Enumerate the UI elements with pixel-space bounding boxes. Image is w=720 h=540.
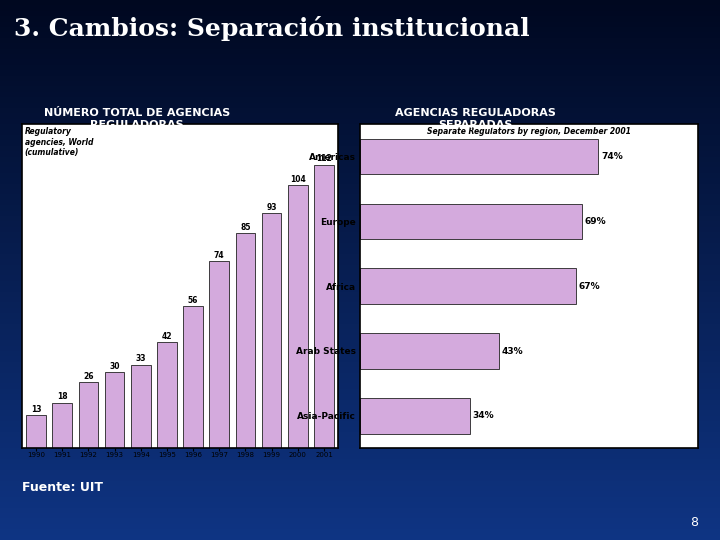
Bar [262, 213, 282, 448]
Text: 34%: 34% [472, 411, 494, 420]
Text: Fuente: UIT: Fuente: UIT [22, 481, 102, 494]
Text: 30: 30 [109, 362, 120, 371]
Text: 8: 8 [690, 516, 698, 529]
Text: 74%: 74% [601, 152, 623, 161]
Bar [26, 415, 46, 448]
Bar [314, 165, 334, 448]
Bar [104, 372, 125, 448]
Text: 42: 42 [162, 332, 172, 341]
Bar [131, 364, 150, 448]
Bar [360, 333, 498, 369]
Text: 43%: 43% [501, 347, 523, 355]
Text: 74: 74 [214, 251, 225, 260]
Bar [157, 342, 176, 448]
Bar [288, 185, 307, 448]
Text: 112: 112 [316, 154, 332, 164]
Bar [184, 306, 203, 448]
Text: 67%: 67% [578, 282, 600, 291]
Text: 69%: 69% [585, 217, 606, 226]
Bar [360, 398, 469, 434]
Text: Regulatory
agencies, World
(cumulative): Regulatory agencies, World (cumulative) [24, 127, 94, 157]
Text: NÚMERO TOTAL DE AGENCIAS
REGULADORAS: NÚMERO TOTAL DE AGENCIAS REGULADORAS [44, 108, 230, 130]
Bar [360, 268, 576, 304]
Text: 3. Cambios: Separación institucional: 3. Cambios: Separación institucional [14, 16, 530, 41]
Bar [210, 261, 229, 448]
Text: Separate Regulators by region, December 2001: Separate Regulators by region, December … [427, 127, 631, 137]
Bar [360, 139, 598, 174]
Bar [360, 204, 582, 239]
Text: 13: 13 [31, 405, 41, 414]
Bar [235, 233, 256, 448]
Text: AGENCIAS REGULADORAS
SEPARADAS: AGENCIAS REGULADORAS SEPARADAS [395, 108, 556, 130]
Bar [53, 403, 72, 448]
Text: 104: 104 [290, 174, 306, 184]
Text: 26: 26 [83, 372, 94, 381]
Text: 85: 85 [240, 223, 251, 232]
Text: 33: 33 [135, 354, 146, 363]
Text: 18: 18 [57, 393, 68, 401]
Bar [78, 382, 98, 448]
Text: 56: 56 [188, 296, 198, 305]
Text: 93: 93 [266, 202, 277, 212]
